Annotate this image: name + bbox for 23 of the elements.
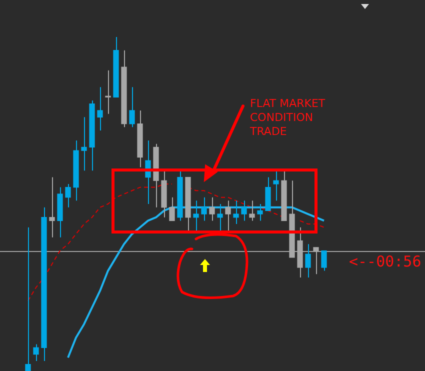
- candlestick: [225, 200, 231, 232]
- candlestick: [321, 250, 327, 272]
- candlestick: [105, 70, 111, 114]
- candlestick: [193, 200, 199, 232]
- candlestick: [129, 86, 135, 128]
- candlestick: [217, 204, 223, 232]
- candlestick: [65, 183, 71, 208]
- candlestick: [33, 344, 39, 362]
- candlestick: [201, 196, 207, 222]
- candlestick: [169, 196, 175, 222]
- candlestick: [257, 204, 263, 222]
- annotation: FLAT MARKET CONDITION TRADE: [250, 97, 326, 139]
- candlestick: [209, 196, 215, 222]
- candlestick: [241, 200, 247, 222]
- candlestick: [305, 244, 311, 278]
- candlestick: [81, 116, 87, 172]
- candlestick: [233, 200, 239, 225]
- candlestick: [249, 200, 255, 222]
- candlestick: [97, 86, 103, 132]
- candlestick: [49, 176, 55, 238]
- candlestick: [25, 226, 31, 371]
- candlestick: [273, 170, 279, 202]
- annotation: <--00:56: [349, 252, 422, 271]
